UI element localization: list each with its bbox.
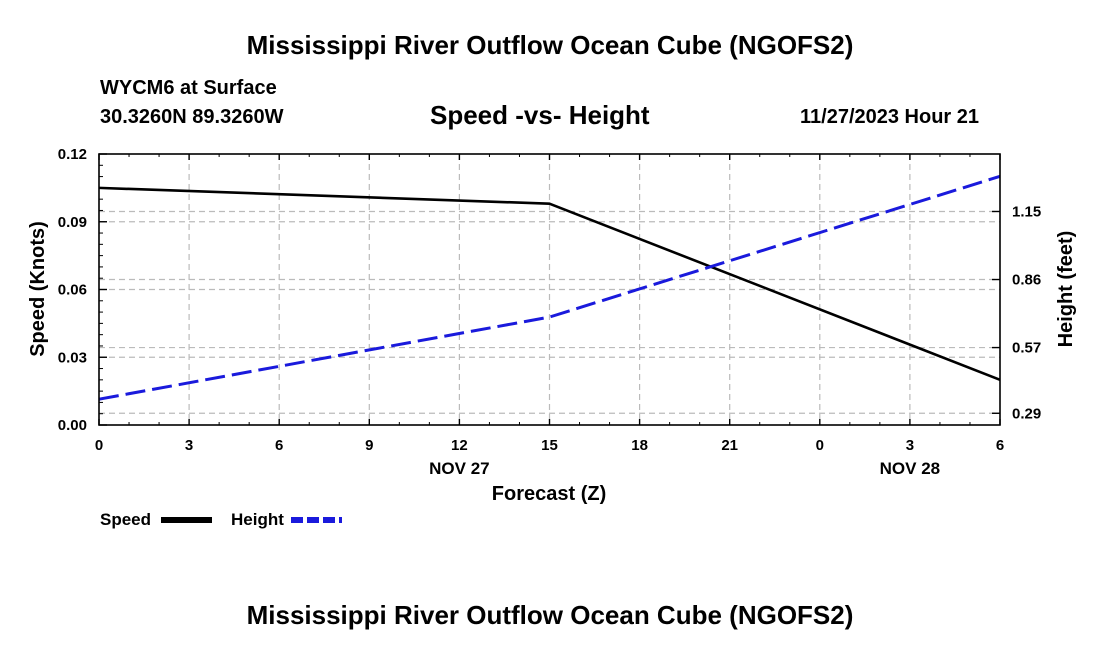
y2-tick-label: 0.86 <box>1012 272 1041 289</box>
grid-lines <box>99 154 1000 425</box>
series-line-height <box>98 174 1001 401</box>
y-tick-labels: 0.00 0.03 0.06 0.09 0.12 <box>58 146 87 434</box>
page-title-bottom: Mississippi River Outflow Ocean Cube (NG… <box>246 600 854 630</box>
x-axis-title: Forecast (Z) <box>492 483 606 505</box>
coordinates-label: 30.3260N 89.3260W <box>100 106 284 128</box>
legend-label-speed: Speed <box>100 510 151 529</box>
chart-subtitle: Speed -vs- Height <box>430 100 650 130</box>
x-tick-label: 18 <box>631 437 648 454</box>
x-tick-label: 0 <box>95 437 103 454</box>
tick-marks <box>98 153 1001 426</box>
series-layer <box>98 174 1001 401</box>
y-tick-label: 0.06 <box>58 282 87 299</box>
date-label: NOV 28 <box>880 459 940 478</box>
y-tick-label: 0.03 <box>58 349 87 366</box>
date-label: NOV 27 <box>429 459 489 478</box>
y-tick-label: 0.00 <box>58 417 87 434</box>
legend-label-height: Height <box>231 510 284 529</box>
x-tick-label: 0 <box>816 437 824 454</box>
x-tick-label: 6 <box>275 437 283 454</box>
forecast-datetime: 11/27/2023 Hour 21 <box>800 106 980 128</box>
y2-tick-label: 0.29 <box>1012 405 1041 422</box>
x-tick-label: 3 <box>906 437 914 454</box>
station-label: WYCM6 at Surface <box>100 77 277 99</box>
y2-tick-labels: 0.29 0.57 0.86 1.15 <box>1012 203 1041 422</box>
x-tick-label: 21 <box>721 437 738 454</box>
x-tick-label: 12 <box>451 437 468 454</box>
x-tick-label: 3 <box>185 437 193 454</box>
y2-axis-title: Height (feet) <box>1055 231 1077 348</box>
x-tick-label: 9 <box>365 437 373 454</box>
page-title-top: Mississippi River Outflow Ocean Cube (NG… <box>246 30 854 60</box>
series-line-speed <box>98 186 1001 382</box>
y2-tick-label: 0.57 <box>1012 340 1041 357</box>
x-tick-labels: 0 3 6 9 12 15 18 21 0 3 6 <box>95 437 1004 454</box>
x-tick-label: 6 <box>996 437 1004 454</box>
y-tick-label: 0.09 <box>58 214 87 231</box>
legend: Speed Height <box>100 510 342 529</box>
y-axis-title: Speed (Knots) <box>27 221 49 357</box>
x-tick-label: 15 <box>541 437 558 454</box>
y2-tick-label: 1.15 <box>1012 203 1041 220</box>
date-labels: NOV 27 NOV 28 <box>429 459 940 478</box>
y-tick-label: 0.12 <box>58 146 87 163</box>
